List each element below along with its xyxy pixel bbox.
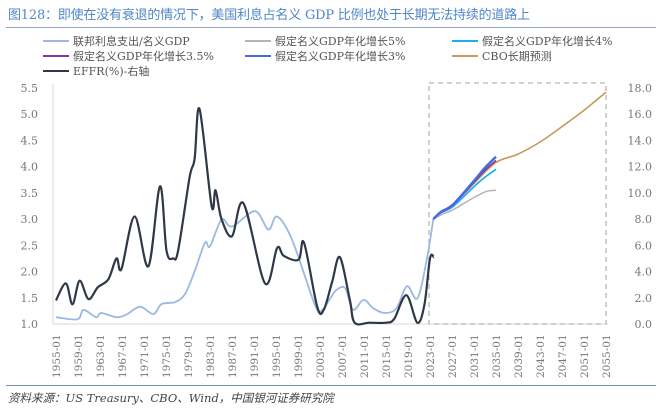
- x-tick-label: 2047-01: [557, 334, 569, 378]
- legend-item: EFFR(%)-右轴: [43, 63, 149, 79]
- source-divider: [6, 385, 656, 386]
- x-tick-label: 2043-01: [535, 334, 547, 378]
- legend-swatch: [43, 40, 69, 42]
- legend-item: 假定名义GDP年化增长5%: [245, 33, 405, 49]
- legend-item: 假定名义GDP年化增长4%: [452, 33, 612, 49]
- x-tick-label: 1983-01: [205, 334, 217, 378]
- y-right-tick-label: 4.0: [635, 266, 653, 279]
- x-tick-label: 1963-01: [95, 334, 107, 378]
- legend-label: EFFR(%)-右轴: [73, 65, 150, 78]
- legend-label: CBO长期预测: [482, 50, 552, 63]
- legend-item: CBO长期预测: [452, 48, 552, 64]
- title-divider: [6, 27, 656, 28]
- x-tick-label: 2039-01: [513, 334, 525, 378]
- legend-swatch: [245, 55, 271, 57]
- x-tick-label: 2031-01: [469, 334, 481, 378]
- x-tick-label: 1971-01: [139, 334, 151, 378]
- y-left-tick-label: 1.5: [21, 292, 39, 305]
- chart-title: 图128：即使在没有衰退的情况下，美国利息占名义 GDP 比例也处于长期无法持续…: [8, 8, 530, 23]
- x-tick-label: 2051-01: [579, 334, 591, 378]
- y-left-tick-label: 5.5: [21, 82, 39, 95]
- legend-swatch: [43, 55, 69, 57]
- legend-swatch: [452, 55, 478, 57]
- series-line-0: [55, 210, 435, 321]
- y-right-tick-label: 6.0: [635, 239, 653, 252]
- x-tick-label: 1995-01: [271, 334, 283, 378]
- series-line-1: [432, 189, 497, 220]
- y-left-tick-label: 3.5: [21, 187, 39, 200]
- y-right-tick-label: 0.0: [635, 318, 653, 331]
- y-left-tick-label: 2.0: [21, 266, 39, 279]
- y-left-tick-label: 5.0: [21, 108, 39, 121]
- x-tick-label: 2035-01: [491, 334, 503, 378]
- series-line-6: [55, 107, 435, 326]
- y-right-tick-label: 12.0: [628, 161, 653, 174]
- y-left-tick-label: 2.5: [21, 239, 39, 252]
- x-tick-label: 1987-01: [227, 334, 239, 378]
- x-tick-label: 1967-01: [117, 334, 129, 378]
- y-left-tick-label: 1.0: [21, 318, 39, 331]
- x-tick-label: 2023-01: [425, 334, 437, 378]
- y-right-tick-label: 10.0: [628, 187, 653, 200]
- legend-item: 联邦利息支出/名义GDP: [43, 33, 190, 49]
- y-right-tick-label: 8.0: [635, 213, 653, 226]
- legend-swatch: [452, 40, 478, 42]
- x-tick-label: 2019-01: [403, 334, 415, 378]
- y-left-tick-label: 4.5: [21, 134, 39, 147]
- legend-swatch: [43, 70, 69, 72]
- x-tick-label: 1991-01: [249, 334, 261, 378]
- x-tick-label: 1975-01: [161, 334, 173, 378]
- y-left-tick-label: 3.0: [21, 213, 39, 226]
- legend-label: 假定名义GDP年化增长3.5%: [73, 50, 214, 63]
- legend-swatch: [245, 40, 271, 42]
- y-left-tick-label: 4.0: [21, 161, 39, 174]
- series-line-4: [432, 155, 497, 220]
- x-tick-label: 1999-01: [293, 334, 305, 378]
- x-tick-label: 2003-01: [315, 334, 327, 378]
- x-tick-label: 2055-01: [601, 334, 613, 378]
- legend-label: 假定名义GDP年化增长4%: [482, 35, 613, 48]
- x-tick-label: 2027-01: [447, 334, 459, 378]
- legend-label: 假定名义GDP年化增长5%: [275, 35, 406, 48]
- legend-item: 假定名义GDP年化增长3%: [245, 48, 405, 64]
- x-tick-label: 1979-01: [183, 334, 195, 378]
- legend-label: 联邦利息支出/名义GDP: [73, 35, 190, 48]
- legend-item: 假定名义GDP年化增长3.5%: [43, 48, 214, 64]
- legend-label: 假定名义GDP年化增长3%: [275, 50, 406, 63]
- x-tick-label: 2007-01: [337, 334, 349, 378]
- x-tick-label: 2015-01: [381, 334, 393, 378]
- y-right-tick-label: 14.0: [628, 134, 653, 147]
- x-tick-label: 2011-01: [359, 334, 371, 378]
- x-tick-label: 1955-01: [51, 334, 63, 378]
- y-right-tick-label: 18.0: [628, 82, 653, 95]
- y-right-tick-label: 16.0: [628, 108, 653, 121]
- projection-box: [428, 82, 607, 325]
- source-note: 资料来源：US Treasury、CBO、Wind，中国银河证券研究院: [8, 391, 334, 405]
- x-tick-label: 1959-01: [73, 334, 85, 378]
- y-right-tick-label: 2.0: [635, 292, 653, 305]
